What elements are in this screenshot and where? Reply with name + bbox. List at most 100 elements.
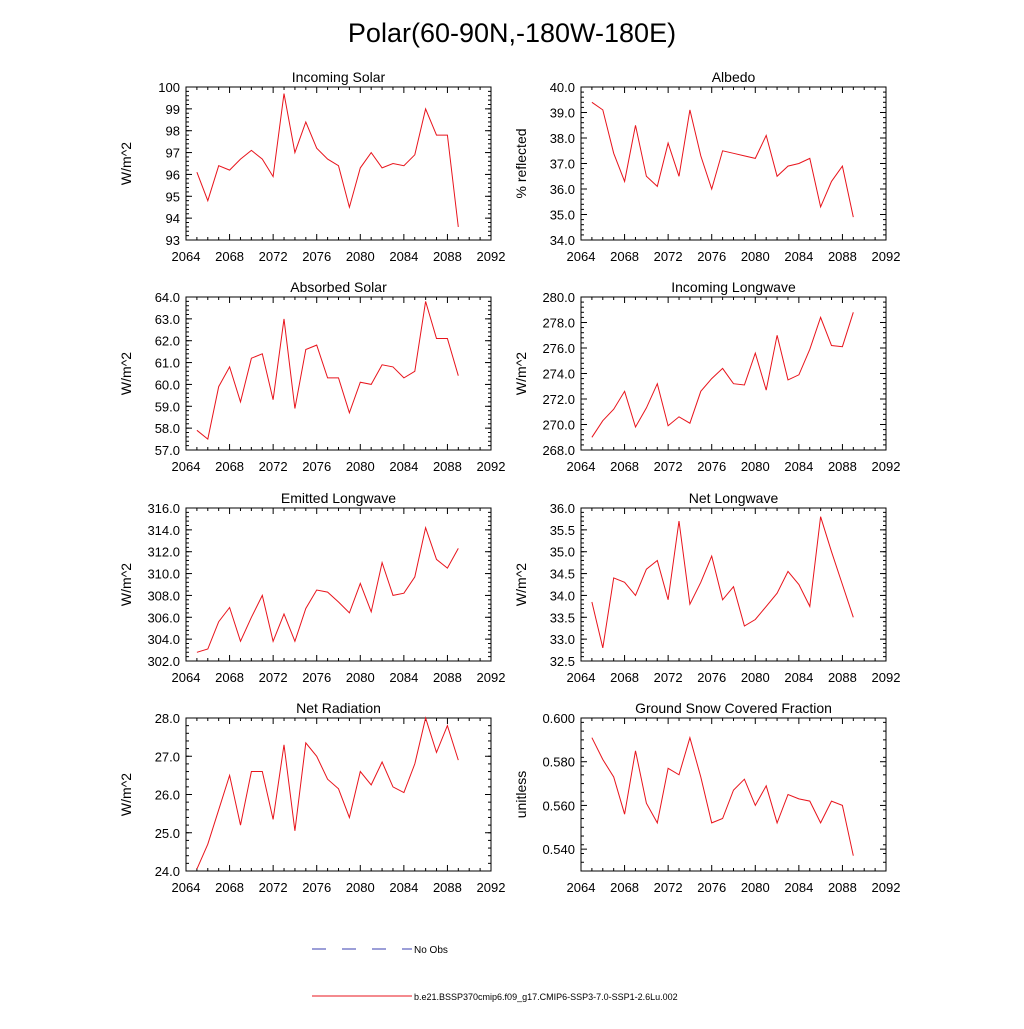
- y-tick-label: 270.0: [542, 418, 575, 433]
- y-tick-label: 58.0: [155, 421, 180, 436]
- y-axis: 0.540 0.560 0.580 0.600: [542, 711, 886, 872]
- x-tick-label: 2076: [302, 880, 331, 895]
- y-tick-label: 312.0: [147, 545, 180, 560]
- y-tick-label: 306.0: [147, 610, 180, 625]
- y-tick-label: 63.0: [155, 312, 180, 327]
- x-tick-label: 2080: [346, 670, 375, 685]
- y-tick-label: 60.0: [155, 377, 180, 392]
- x-tick-label: 2072: [259, 880, 288, 895]
- y-tick-label: 39.0: [550, 106, 575, 121]
- y-axis-label: unitless: [513, 771, 529, 818]
- series-line-0: [591, 735, 854, 856]
- y-tick-label: 34.0: [550, 588, 575, 603]
- plot-frame: [185, 86, 492, 241]
- x-tick-label: 2076: [302, 249, 331, 264]
- x-tick-label: 2084: [784, 459, 813, 474]
- y-tick-label: 35.0: [550, 545, 575, 560]
- x-tick-label: 2064: [567, 880, 596, 895]
- y-axis: 57.0 58.0 59.0 60.0 61.0 62.0 63.0 64.0: [155, 290, 491, 458]
- panel-title: Net Longwave: [689, 490, 779, 506]
- x-tick-label: 2080: [741, 459, 770, 474]
- series-line-0: [591, 516, 854, 649]
- y-tick-label: 0.600: [542, 711, 575, 726]
- y-tick-label: 62.0: [155, 334, 180, 349]
- y-axis-label: W/m^2: [513, 563, 529, 606]
- x-tick-label: 2068: [215, 670, 244, 685]
- series-line-0: [196, 301, 459, 441]
- y-axis-label: W/m^2: [513, 352, 529, 395]
- x-tick-label: 2088: [828, 459, 857, 474]
- series-line-0: [591, 101, 854, 218]
- x-tick-label: 2072: [259, 249, 288, 264]
- y-tick-label: 308.0: [147, 588, 180, 603]
- x-tick-label: 2076: [697, 670, 726, 685]
- x-tick-label: 2084: [784, 249, 813, 264]
- x-tick-label: 2076: [697, 459, 726, 474]
- y-axis-label: W/m^2: [118, 563, 134, 606]
- y-tick-label: 96: [166, 167, 180, 182]
- y-tick-label: 99: [166, 102, 180, 117]
- series-line-0: [196, 93, 459, 227]
- x-axis: 2064 2068 2072 2076 2080 2084 2088 2092: [172, 508, 505, 685]
- x-tick-label: 2068: [610, 880, 639, 895]
- x-tick-label: 2088: [828, 880, 857, 895]
- x-tick-label: 2076: [302, 459, 331, 474]
- y-axis-label: % reflected: [513, 128, 529, 198]
- y-tick-label: 35.5: [550, 523, 575, 538]
- x-tick-label: 2084: [784, 670, 813, 685]
- y-tick-label: 94: [166, 211, 180, 226]
- y-tick-label: 0.540: [542, 842, 575, 857]
- x-tick-label: 2064: [567, 459, 596, 474]
- y-tick-label: 32.5: [550, 654, 575, 669]
- y-tick-label: 100: [158, 80, 180, 95]
- x-axis: 2064 2068 2072 2076 2080 2084 2088 2092: [567, 297, 900, 474]
- x-tick-label: 2072: [259, 459, 288, 474]
- panel-title: Absorbed Solar: [290, 279, 387, 295]
- y-tick-label: 26.0: [155, 788, 180, 803]
- x-tick-label: 2064: [567, 670, 596, 685]
- plot-frame: [580, 86, 887, 241]
- plot-frame: [580, 717, 887, 872]
- panel-4: Emitted Longwave W/m^2 2064 2068 2072 2076 208…: [118, 490, 505, 685]
- y-tick-label: 274.0: [542, 367, 575, 382]
- panel-title: Incoming Longwave: [671, 279, 796, 295]
- x-tick-label: 2072: [654, 249, 683, 264]
- x-tick-label: 2092: [872, 670, 901, 685]
- x-tick-label: 2088: [828, 249, 857, 264]
- y-tick-label: 61.0: [155, 356, 180, 371]
- y-tick-label: 33.5: [550, 610, 575, 625]
- y-tick-label: 278.0: [542, 316, 575, 331]
- y-tick-label: 59.0: [155, 399, 180, 414]
- y-axis-label: W/m^2: [118, 773, 134, 816]
- y-tick-label: 37.0: [550, 157, 575, 172]
- x-tick-label: 2080: [346, 249, 375, 264]
- plot-frame: [185, 507, 492, 662]
- x-tick-label: 2076: [302, 670, 331, 685]
- x-axis: 2064 2068 2072 2076 2080 2084 2088 2092: [567, 87, 900, 264]
- x-tick-label: 2088: [433, 670, 462, 685]
- series-line-0: [196, 525, 459, 653]
- x-tick-label: 2080: [346, 880, 375, 895]
- panel-5: Net Longwave W/m^2 2064 2068 2072 2076 2080 208…: [513, 490, 900, 685]
- y-axis: 24.0 25.0 26.0 27.0 28.0: [155, 711, 491, 879]
- x-tick-label: 2064: [567, 249, 596, 264]
- panel-title: Albedo: [712, 69, 756, 85]
- y-tick-label: 98: [166, 124, 180, 139]
- legend-obs-label: No Obs: [414, 945, 448, 956]
- x-tick-label: 2072: [654, 670, 683, 685]
- y-axis-label: W/m^2: [118, 352, 134, 395]
- x-tick-label: 2072: [654, 459, 683, 474]
- x-axis: 2064 2068 2072 2076 2080 2084 2088 2092: [172, 87, 505, 264]
- x-tick-label: 2080: [741, 670, 770, 685]
- x-tick-label: 2064: [172, 670, 201, 685]
- y-tick-label: 97: [166, 146, 180, 161]
- plot-frame: [185, 717, 492, 872]
- x-axis: 2064 2068 2072 2076 2080 2084 2088 2092: [567, 718, 900, 895]
- x-tick-label: 2064: [172, 459, 201, 474]
- y-tick-label: 272.0: [542, 392, 575, 407]
